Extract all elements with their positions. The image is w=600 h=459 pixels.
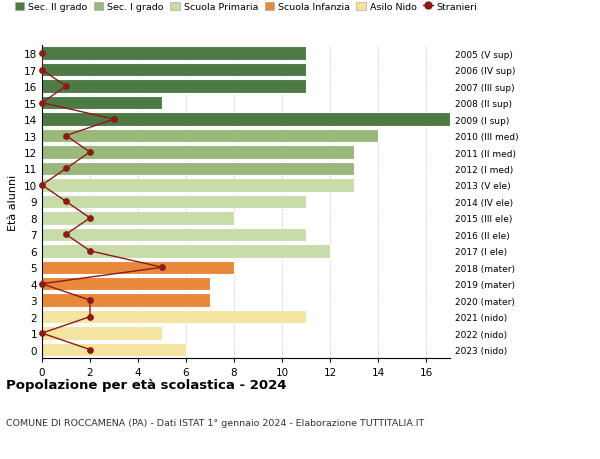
Bar bbox=[42, 129, 378, 143]
Bar bbox=[42, 228, 306, 241]
Bar bbox=[42, 97, 162, 110]
Bar bbox=[42, 80, 306, 94]
Point bbox=[37, 182, 47, 189]
Point bbox=[37, 280, 47, 288]
Point bbox=[85, 346, 95, 353]
Point bbox=[85, 149, 95, 157]
Bar bbox=[42, 277, 210, 291]
Bar bbox=[42, 195, 306, 209]
Bar bbox=[42, 261, 234, 274]
Bar bbox=[42, 47, 306, 61]
Point bbox=[109, 116, 119, 123]
Point bbox=[61, 198, 71, 206]
Point bbox=[37, 330, 47, 337]
Text: COMUNE DI ROCCAMENA (PA) - Dati ISTAT 1° gennaio 2024 - Elaborazione TUTTITALIA.: COMUNE DI ROCCAMENA (PA) - Dati ISTAT 1°… bbox=[6, 418, 424, 427]
Bar bbox=[42, 294, 210, 307]
Point bbox=[85, 313, 95, 321]
Point bbox=[37, 100, 47, 107]
Bar bbox=[42, 343, 186, 357]
Point bbox=[85, 247, 95, 255]
Point bbox=[61, 165, 71, 173]
Point bbox=[85, 215, 95, 222]
Point bbox=[85, 297, 95, 304]
Bar bbox=[42, 245, 330, 258]
Y-axis label: Età alunni: Età alunni bbox=[8, 174, 19, 230]
Text: Popolazione per età scolastica - 2024: Popolazione per età scolastica - 2024 bbox=[6, 379, 287, 392]
Bar bbox=[42, 113, 450, 127]
Bar bbox=[42, 162, 354, 176]
Bar bbox=[42, 212, 234, 225]
Point bbox=[37, 50, 47, 58]
Point bbox=[61, 231, 71, 239]
Legend: Sec. II grado, Sec. I grado, Scuola Primaria, Scuola Infanzia, Asilo Nido, Stran: Sec. II grado, Sec. I grado, Scuola Prim… bbox=[11, 0, 481, 16]
Point bbox=[61, 83, 71, 90]
Point bbox=[61, 133, 71, 140]
Bar bbox=[42, 64, 306, 77]
Bar bbox=[42, 179, 354, 192]
Bar bbox=[42, 327, 162, 340]
Point bbox=[37, 67, 47, 74]
Point bbox=[157, 264, 167, 271]
Bar bbox=[42, 310, 306, 324]
Bar bbox=[42, 146, 354, 159]
